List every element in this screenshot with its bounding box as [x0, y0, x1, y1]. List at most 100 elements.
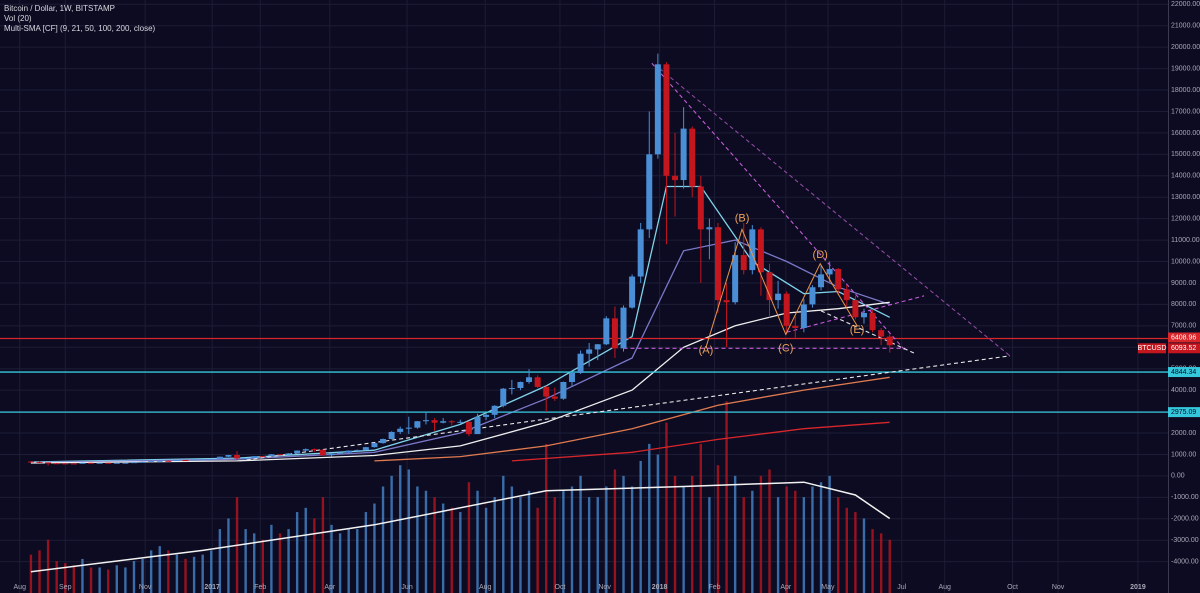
y-tick-label: 18000.00	[1171, 87, 1200, 94]
candle-body	[354, 449, 361, 451]
candle-body	[500, 388, 507, 406]
candle-body	[663, 64, 670, 176]
volume-bar	[201, 554, 204, 593]
volume-bar	[476, 490, 479, 593]
candle-body	[70, 463, 77, 465]
indicator-label: Multi-SMA [CF] (9, 21, 50, 100, 200, clo…	[4, 24, 156, 33]
volume-bar	[55, 561, 58, 593]
volume-bar	[167, 550, 170, 593]
volume-bar	[381, 486, 385, 593]
volume-bar	[158, 546, 161, 593]
volume-bar	[227, 518, 230, 593]
y-tick-label: 21000.00	[1171, 23, 1200, 30]
volume-bar	[64, 563, 67, 593]
volume-bar	[330, 524, 333, 593]
candle-body	[534, 377, 541, 387]
volume-bar	[29, 554, 33, 593]
candle-body	[208, 458, 215, 460]
price-label-box	[1168, 367, 1200, 378]
wave-label: (C)	[778, 342, 793, 354]
candle-body	[809, 287, 816, 305]
candle-body	[491, 405, 498, 415]
volume-bar	[562, 490, 565, 593]
candle-body	[96, 462, 103, 464]
trendline	[820, 310, 916, 355]
volume-bar	[845, 507, 848, 593]
volume-bar	[759, 475, 763, 593]
candle-body	[448, 421, 455, 423]
price-label-box	[1168, 343, 1200, 354]
volume-bar	[862, 518, 866, 593]
volume-bar	[347, 529, 350, 593]
candle-body	[543, 386, 550, 397]
volume-bar	[407, 469, 410, 593]
candle-body	[586, 349, 593, 354]
volume-bar	[390, 475, 393, 593]
volume-bar	[776, 497, 780, 593]
y-tick-label: 9000.00	[1171, 280, 1196, 287]
candle-body	[611, 318, 618, 349]
candle-body	[629, 276, 636, 308]
candle-body	[852, 300, 859, 318]
volume-bar	[811, 486, 814, 593]
candle-body	[199, 459, 206, 461]
candle-body	[36, 461, 43, 463]
candle-body	[371, 443, 378, 448]
y-tick-label: 19000.00	[1171, 65, 1200, 72]
candle-body	[431, 420, 438, 423]
candle-body	[483, 414, 490, 417]
y-tick-label: 16000.00	[1171, 130, 1200, 137]
y-tick-label: 2000.00	[1171, 430, 1196, 437]
volume-bar	[184, 558, 187, 593]
chart-title: Bitcoin / Dollar, 1W, BITSTAMP	[4, 4, 115, 13]
volume-bar	[871, 529, 874, 593]
volume-bar	[98, 567, 101, 593]
volume-bar	[854, 512, 857, 593]
volume-bar	[175, 554, 179, 593]
candle-body	[79, 462, 86, 464]
volume-bar	[716, 465, 720, 593]
trendline	[659, 68, 1011, 357]
candle-body	[775, 293, 782, 301]
x-tick-label: Aug	[479, 584, 492, 591]
volume-bar	[81, 558, 84, 593]
volume-bar	[210, 550, 213, 593]
x-tick-label: 2017	[204, 584, 220, 591]
candle-body	[268, 454, 275, 457]
wave-label: (D)	[813, 249, 828, 261]
candle-body	[234, 454, 241, 459]
volume-bar	[613, 469, 617, 593]
volume-bar	[450, 507, 453, 593]
candle-body	[88, 462, 95, 464]
volume-bar	[107, 569, 110, 593]
x-tick-label: Nov	[598, 584, 611, 591]
candle-body	[311, 449, 318, 451]
volume-bar	[287, 529, 290, 593]
candle-body	[113, 462, 120, 464]
candle-body	[714, 227, 721, 301]
x-tick-label: Oct	[1007, 584, 1018, 591]
candle-body	[757, 229, 764, 273]
volume-bar	[416, 486, 419, 593]
price-label: 2975.09	[1171, 409, 1196, 416]
candle-body	[560, 381, 567, 399]
x-tick-label: Aug	[938, 584, 951, 591]
volume-bar	[399, 465, 402, 593]
volume-bar	[72, 565, 76, 593]
x-tick-label: Sep	[59, 584, 72, 591]
candle-body	[508, 388, 515, 390]
candle-body	[328, 453, 335, 456]
candle-body	[414, 421, 421, 428]
candle-body	[422, 420, 429, 422]
volume-bar	[149, 550, 153, 593]
candle-body	[603, 318, 610, 345]
candle-body	[723, 300, 730, 303]
volume-bar	[467, 482, 471, 593]
candle-body	[362, 447, 369, 450]
candle-body	[792, 325, 799, 328]
candle-body	[319, 449, 326, 456]
x-tick-label: Feb	[709, 584, 721, 591]
candle-body	[27, 461, 34, 463]
volume-bar	[622, 475, 625, 593]
